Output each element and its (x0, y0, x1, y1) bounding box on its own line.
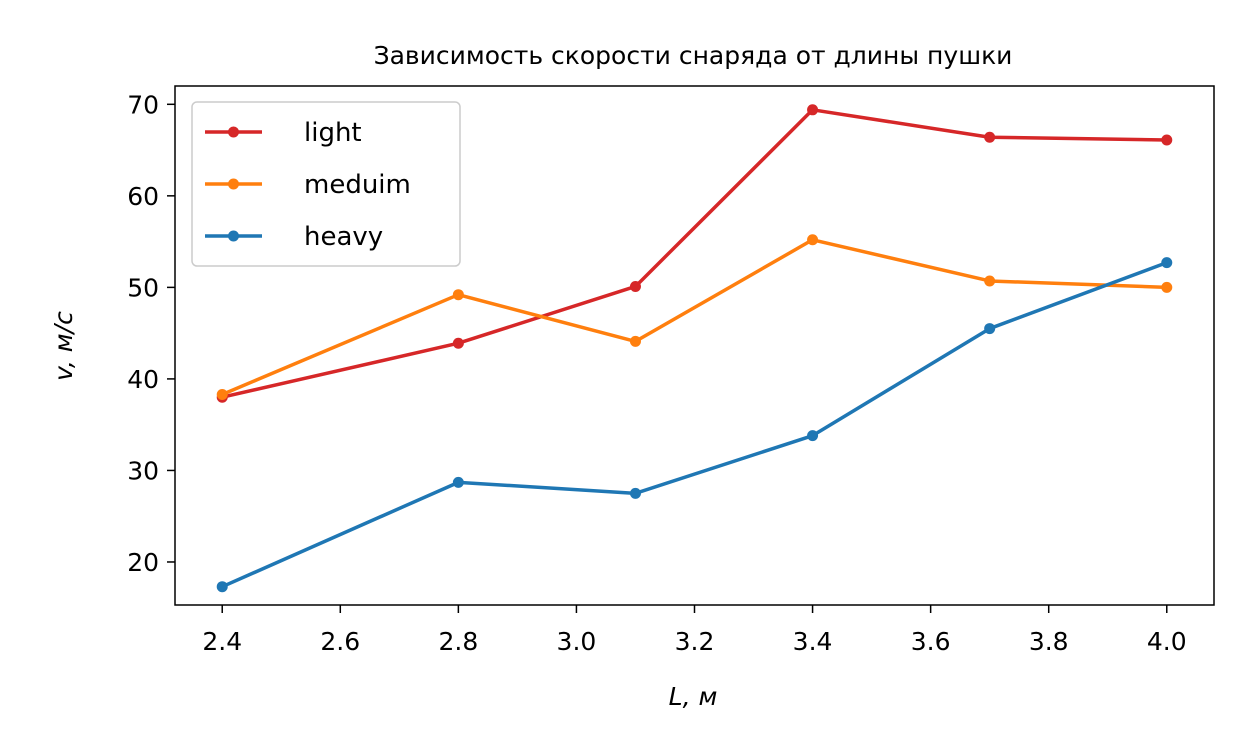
data-point-heavy (452, 476, 464, 488)
y-axis-label: v, м/с (49, 311, 78, 381)
y-tick-label: 30 (127, 456, 159, 485)
data-point-heavy (1161, 257, 1173, 269)
legend-box (191, 101, 461, 267)
y-tick-label: 60 (127, 182, 159, 211)
x-tick-label: 4.0 (1147, 627, 1187, 656)
data-point-meduim (629, 335, 641, 347)
x-tick-label: 2.8 (438, 627, 478, 656)
y-tick-label: 70 (127, 90, 159, 119)
data-point-meduim (984, 275, 996, 287)
data-point-light (984, 131, 996, 143)
series-layer (216, 104, 1173, 593)
x-axis-ticks: 2.4 2.6 2.8 3.0 3.2 3.4 3.6 3.8 4.0 (202, 605, 1187, 656)
series-line-heavy (221, 261, 1168, 589)
y-axis-ticks: 20 30 40 50 60 70 (127, 90, 175, 577)
x-axis-label: L, м (669, 682, 718, 711)
x-tick-label: 3.2 (675, 627, 715, 656)
x-tick-label: 3.6 (911, 627, 951, 656)
data-point-heavy (216, 581, 228, 593)
chart-title: Зависимость скорости снаряда от длины пу… (374, 41, 1013, 70)
x-tick-label: 3.0 (557, 627, 597, 656)
data-point-meduim (807, 234, 819, 246)
legend-marker-light (228, 126, 239, 138)
data-point-heavy (807, 430, 819, 442)
data-point-light (452, 337, 464, 349)
y-tick-label: 40 (127, 365, 159, 394)
x-tick-label: 2.6 (320, 627, 360, 656)
data-point-meduim (452, 289, 464, 301)
y-tick-label: 20 (127, 548, 159, 577)
data-point-light (629, 280, 641, 292)
legend-marker-heavy (228, 230, 239, 242)
legend: light meduim heavy (191, 101, 461, 267)
legend-label-light: light (304, 118, 362, 148)
x-tick-label: 3.4 (793, 627, 833, 656)
series-line-light (221, 108, 1167, 399)
series-line-meduim (221, 238, 1167, 397)
legend-label-meduim: meduim (304, 170, 411, 200)
x-tick-label: 3.8 (1029, 627, 1069, 656)
data-point-heavy (629, 487, 641, 499)
x-tick-label: 2.4 (202, 627, 242, 656)
y-tick-label: 50 (127, 273, 159, 302)
data-point-heavy (984, 323, 996, 335)
data-point-light (807, 104, 819, 116)
data-point-light (1161, 134, 1173, 146)
data-point-meduim (216, 388, 228, 400)
legend-marker-meduim (228, 178, 239, 190)
data-point-meduim (1161, 281, 1173, 293)
legend-label-heavy: heavy (304, 222, 383, 252)
